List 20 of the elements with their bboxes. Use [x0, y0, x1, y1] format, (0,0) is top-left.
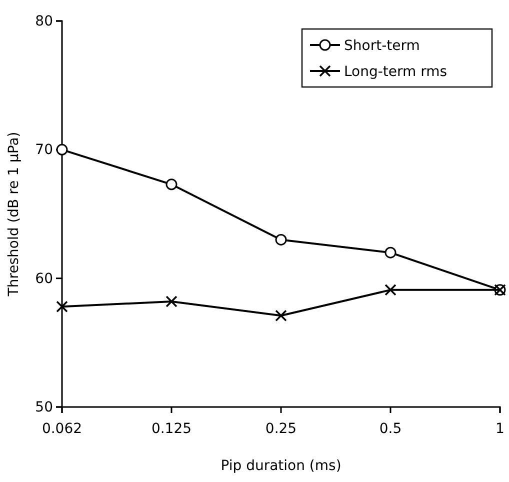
- point: [275, 234, 287, 246]
- y-axis-title: Threshold (dB re 1 µPa): [6, 132, 22, 298]
- x-tick-label: 1: [496, 420, 504, 437]
- x-tick-label: 0.25: [265, 420, 297, 437]
- point: [275, 310, 287, 322]
- y-tick-label: 60: [35, 270, 53, 287]
- x-tick-label: 0.125: [151, 420, 192, 437]
- x-tick-label: 0.062: [42, 420, 82, 437]
- legend-label: Long-term rms: [344, 64, 448, 80]
- legend-label: Short-term: [344, 38, 420, 54]
- y-tick-label: 80: [35, 13, 53, 30]
- point: [166, 296, 178, 308]
- y-tick-label: 50: [35, 399, 53, 416]
- point: [56, 300, 68, 313]
- point: [384, 284, 396, 296]
- y-tick-label: 70: [35, 142, 53, 158]
- x-tick-label: 0.5: [379, 420, 402, 437]
- point: [166, 178, 178, 190]
- x-axis-title: Pip duration (ms): [220, 458, 342, 474]
- point: [384, 246, 396, 258]
